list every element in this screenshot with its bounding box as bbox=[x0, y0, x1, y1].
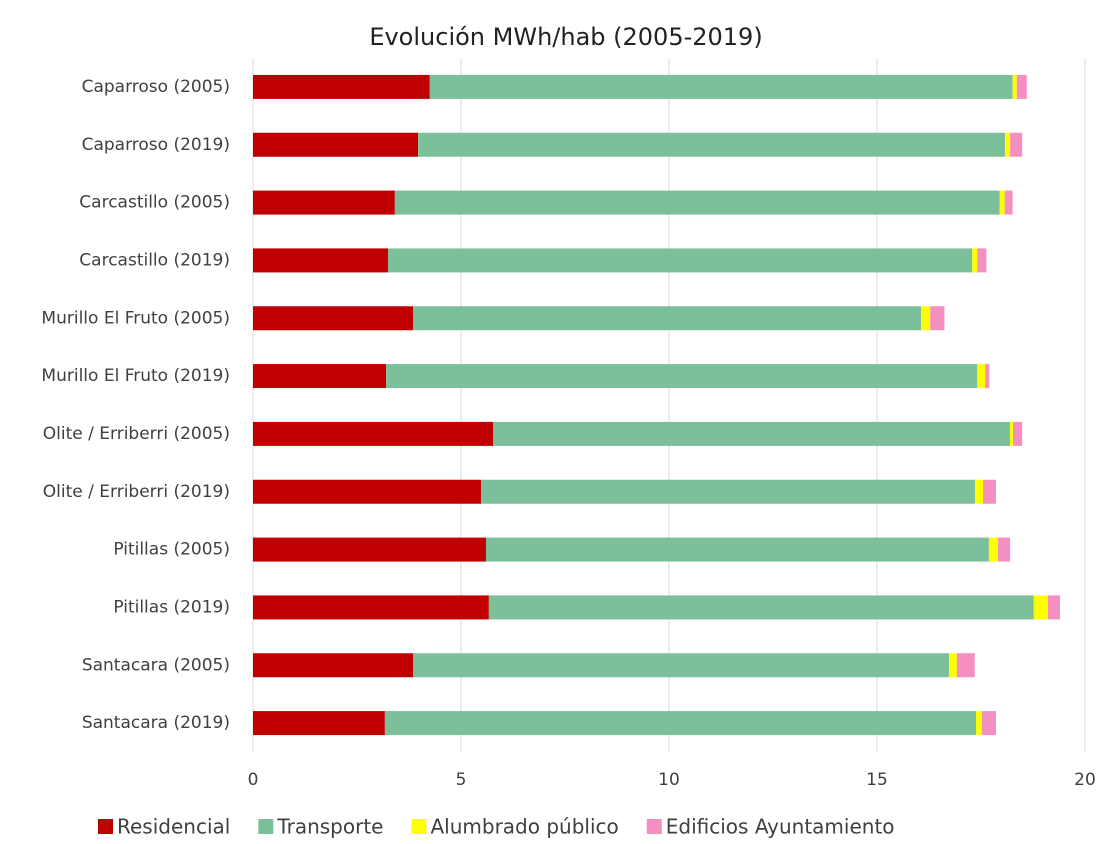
x-tick-label: 0 bbox=[248, 770, 259, 790]
bar-segment bbox=[386, 364, 978, 389]
bar-segment bbox=[999, 190, 1005, 215]
legend-swatch bbox=[258, 819, 274, 834]
bar-segment bbox=[253, 74, 430, 99]
bar-segment bbox=[1010, 421, 1014, 446]
y-tick-label: Carcastillo (2019) bbox=[79, 250, 230, 270]
bar-segment bbox=[253, 595, 489, 620]
legend-swatch bbox=[411, 819, 427, 834]
legend-swatch bbox=[646, 819, 662, 834]
bar-segment bbox=[975, 479, 984, 504]
bar-segment bbox=[388, 248, 973, 273]
x-tick-label: 15 bbox=[866, 770, 888, 790]
bar-segment bbox=[981, 711, 996, 736]
bar-segment bbox=[998, 537, 1011, 562]
y-tick-label: Murillo El Fruto (2005) bbox=[41, 308, 230, 328]
legend-label: Edificios Ayuntamiento bbox=[666, 815, 895, 839]
bar-segment bbox=[1033, 595, 1048, 620]
legend-label: Residencial bbox=[117, 815, 230, 839]
bar-segment bbox=[956, 653, 975, 678]
y-tick-label: Santacara (2005) bbox=[82, 655, 230, 675]
y-tick-label: Santacara (2019) bbox=[82, 713, 230, 733]
bar-segment bbox=[977, 248, 987, 273]
bar-segment bbox=[988, 537, 999, 562]
y-tick-label: Caparroso (2019) bbox=[82, 135, 230, 155]
chart-title: Evolución MWh/hab (2005-2019) bbox=[369, 23, 762, 51]
bar-segment bbox=[983, 479, 996, 504]
y-tick-label: Pitillas (2005) bbox=[113, 540, 230, 560]
bar-segment bbox=[253, 132, 419, 157]
y-tick-label: Olite / Erriberri (2019) bbox=[43, 482, 230, 502]
bar-segment bbox=[394, 190, 1000, 215]
x-tick-label: 10 bbox=[658, 770, 680, 790]
y-tick-label: Caparroso (2005) bbox=[82, 77, 230, 97]
y-tick-label: Olite / Erriberri (2005) bbox=[43, 424, 230, 444]
bar-segment bbox=[429, 74, 1013, 99]
bar-segment bbox=[253, 306, 414, 331]
bar-segment bbox=[485, 537, 989, 562]
bar-segment bbox=[384, 711, 977, 736]
bar-segment bbox=[480, 479, 976, 504]
legend-label: Transporte bbox=[276, 815, 383, 839]
bar-segment bbox=[1010, 132, 1023, 157]
bar-segment bbox=[418, 132, 1006, 157]
legend-label: Alumbrado público bbox=[430, 815, 618, 839]
bar-segment bbox=[253, 364, 387, 389]
y-tick-label: Murillo El Fruto (2019) bbox=[41, 366, 230, 386]
bar-segment bbox=[253, 248, 389, 273]
bar-segment bbox=[1047, 595, 1061, 620]
y-tick-label: Pitillas (2019) bbox=[113, 597, 230, 617]
bar-segment bbox=[1004, 190, 1013, 215]
bar-segment bbox=[976, 711, 982, 736]
bar-segment bbox=[977, 364, 986, 389]
bar-segment bbox=[253, 190, 395, 215]
bar-segment bbox=[253, 479, 481, 504]
bar-segment bbox=[413, 653, 949, 678]
bar-segment bbox=[1013, 421, 1023, 446]
bar-segment bbox=[1012, 74, 1017, 99]
bar-segment bbox=[253, 421, 494, 446]
bar-segment bbox=[930, 306, 945, 331]
y-tick-label: Carcastillo (2005) bbox=[79, 193, 230, 213]
bar-segment bbox=[253, 711, 385, 736]
bar-segment bbox=[493, 421, 1011, 446]
bar-segment bbox=[253, 653, 414, 678]
x-tick-label: 5 bbox=[456, 770, 467, 790]
bar-segment bbox=[985, 364, 990, 389]
bar-segment bbox=[921, 306, 931, 331]
bar-segment bbox=[948, 653, 957, 678]
bar-segment bbox=[413, 306, 922, 331]
bar-segment bbox=[488, 595, 1034, 620]
x-tick-label: 20 bbox=[1074, 770, 1096, 790]
bar-segment bbox=[1016, 74, 1027, 99]
bar-segment bbox=[972, 248, 978, 273]
bar-segment bbox=[1005, 132, 1011, 157]
bar-segment bbox=[253, 537, 486, 562]
legend-swatch bbox=[98, 819, 113, 834]
